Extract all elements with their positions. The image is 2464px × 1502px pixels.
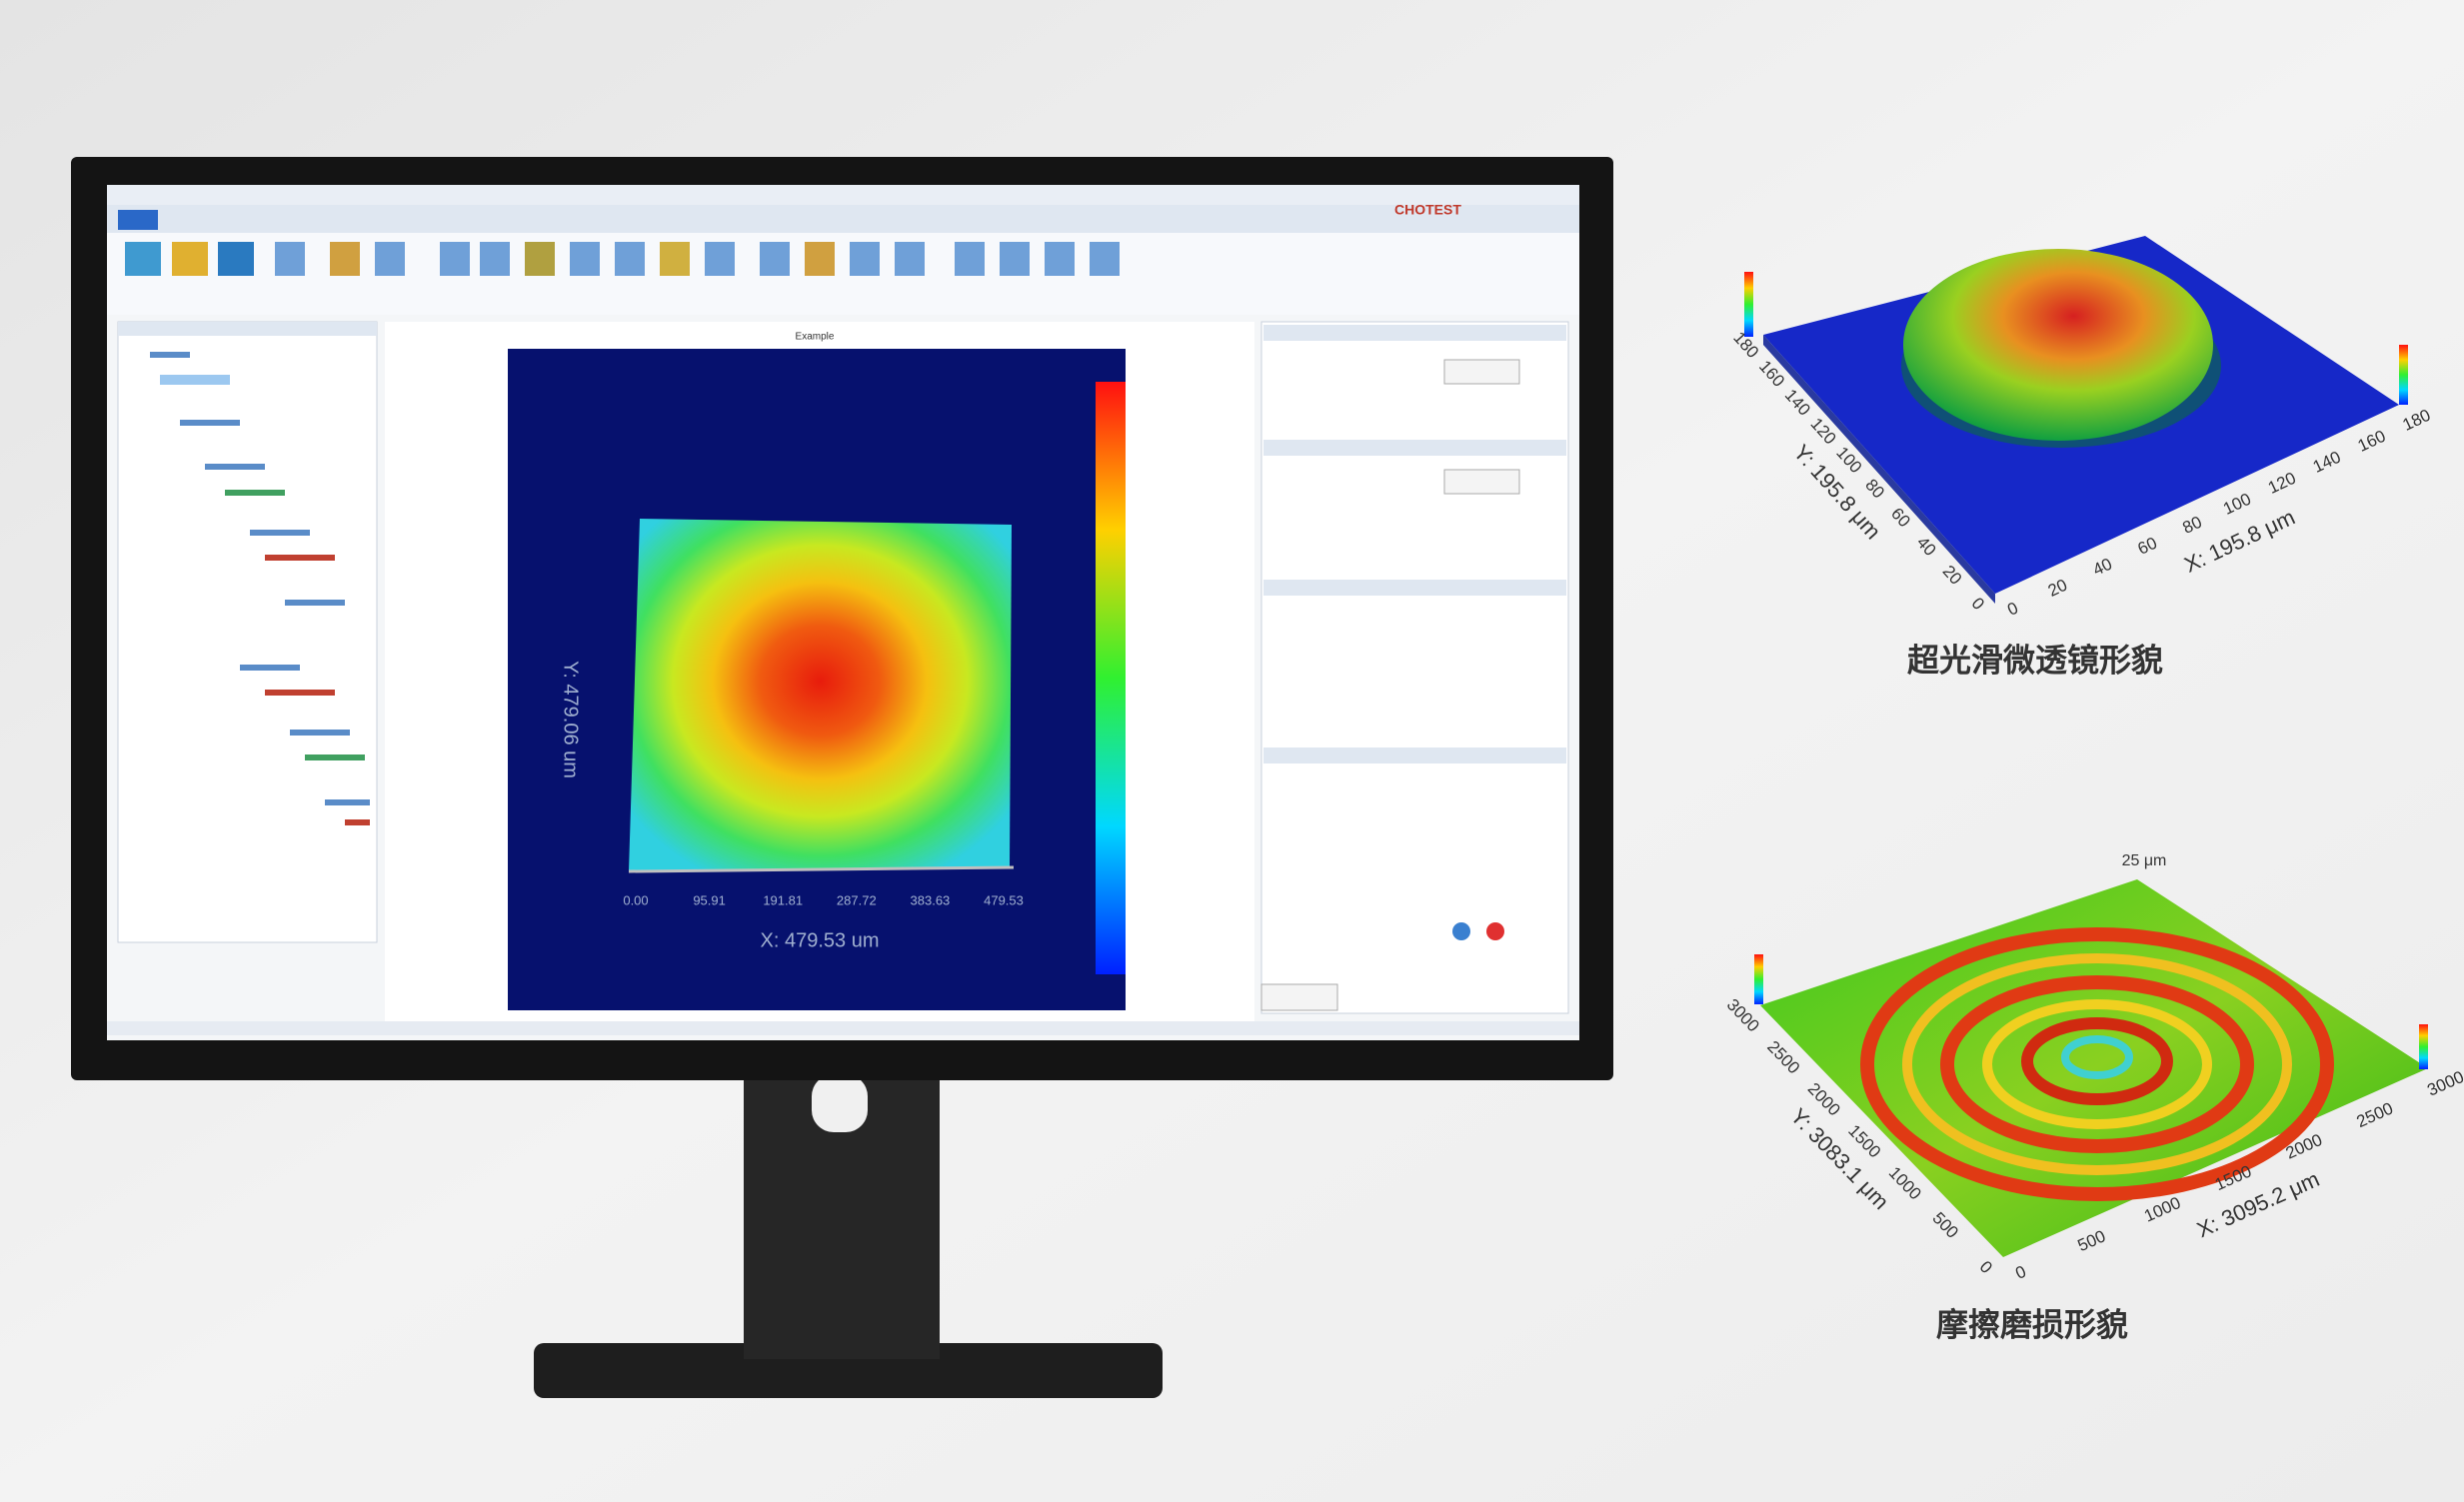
button[interactable]	[1452, 922, 1470, 940]
axis-post	[2419, 1024, 2428, 1069]
node[interactable]	[205, 464, 265, 470]
icon[interactable]	[895, 242, 925, 276]
ring	[2021, 1017, 2173, 1105]
y-axis-label: Y: 479.06 um	[560, 661, 582, 778]
icon[interactable]	[330, 242, 360, 276]
node[interactable]	[285, 600, 345, 606]
section-header	[1263, 440, 1566, 456]
colorbar	[1096, 382, 1126, 974]
icon[interactable]	[850, 242, 880, 276]
ring	[1902, 953, 2292, 1175]
button[interactable]	[1443, 469, 1520, 495]
icon[interactable]	[375, 242, 405, 276]
status-bar	[107, 1021, 1579, 1035]
axis-post	[1754, 954, 1763, 1004]
settings-panel	[1260, 321, 1569, 1014]
node[interactable]	[265, 690, 335, 696]
tab-active[interactable]	[118, 210, 158, 230]
ribbon	[107, 233, 1579, 315]
icon[interactable]	[1000, 242, 1030, 276]
icon[interactable]	[1090, 242, 1120, 276]
x-tick-label: 287.72	[837, 892, 877, 907]
node[interactable]	[150, 352, 190, 358]
caption: 超光滑微透镜形貌	[1907, 642, 2163, 678]
icon[interactable]	[1045, 242, 1075, 276]
icon[interactable]	[480, 242, 510, 276]
icon[interactable]	[440, 242, 470, 276]
tree-nodes	[150, 352, 370, 825]
node[interactable]	[250, 530, 310, 536]
z-label: 25 μm	[2122, 852, 2167, 869]
x-axis	[628, 865, 1015, 873]
icon[interactable]	[615, 242, 645, 276]
ring	[1982, 999, 2212, 1129]
x-tick-label: 479.53	[984, 892, 1024, 907]
node[interactable]	[305, 754, 365, 760]
node[interactable]	[160, 375, 230, 385]
button[interactable]	[1486, 922, 1504, 940]
node[interactable]	[265, 555, 335, 561]
button[interactable]	[1443, 359, 1520, 385]
node[interactable]	[290, 730, 350, 736]
icon[interactable]	[525, 242, 555, 276]
node[interactable]	[240, 665, 300, 671]
x-tick-label: 191.81	[763, 892, 803, 907]
cable-hole	[812, 1074, 868, 1132]
ribbon-tabs	[107, 205, 1579, 233]
section-header	[1263, 748, 1566, 763]
icon[interactable]	[955, 242, 985, 276]
section-header	[1263, 325, 1566, 341]
x-tick-label: 0.00	[623, 892, 648, 907]
button[interactable]	[1260, 983, 1338, 1011]
tree-panel	[117, 321, 378, 943]
icon[interactable]	[760, 242, 790, 276]
axis-post	[2399, 345, 2408, 405]
node[interactable]	[345, 819, 370, 825]
ring	[1860, 927, 2334, 1201]
ribbon-icons	[125, 242, 1120, 276]
x-axis-label: X: 479.53 um	[761, 929, 880, 951]
plane-side	[1763, 335, 1995, 604]
ring	[1940, 975, 2254, 1153]
plot-title: Example	[796, 332, 835, 343]
axis-post	[1744, 272, 1753, 337]
ring	[2061, 1035, 2133, 1079]
icon[interactable]	[660, 242, 690, 276]
heatmap	[629, 519, 1012, 871]
logo: CHOTEST	[1394, 202, 1461, 218]
icon[interactable]	[570, 242, 600, 276]
section-header	[1263, 580, 1566, 596]
monitor-base	[534, 1343, 1163, 1398]
icon[interactable]	[275, 242, 305, 276]
icon[interactable]	[172, 242, 208, 276]
title-bar	[107, 185, 1579, 205]
node[interactable]	[180, 420, 240, 426]
x-tick-label: 383.63	[911, 892, 951, 907]
caption: 摩擦磨损形貌	[1936, 1306, 2128, 1342]
x-tick-label: 95.91	[693, 892, 726, 907]
node[interactable]	[225, 490, 285, 496]
tree-header	[118, 322, 377, 336]
node[interactable]	[325, 799, 370, 805]
icon[interactable]	[705, 242, 735, 276]
icon[interactable]	[218, 242, 254, 276]
wear-rings	[1860, 927, 2334, 1201]
icon[interactable]	[125, 242, 161, 276]
icon[interactable]	[805, 242, 835, 276]
lens-dome	[1903, 249, 2213, 441]
